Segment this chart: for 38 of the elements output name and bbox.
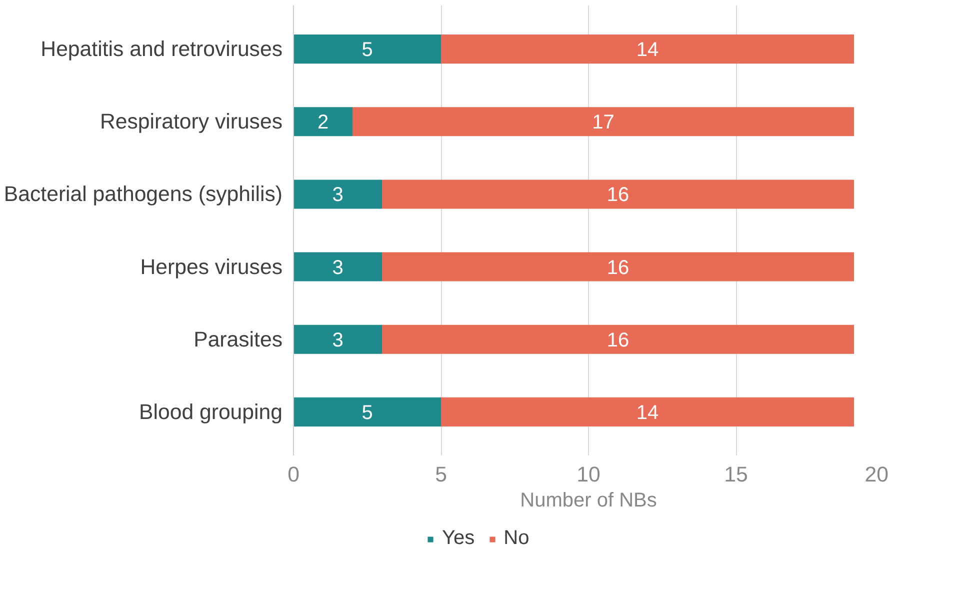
legend-label: No	[504, 527, 530, 550]
bar	[352, 107, 854, 136]
y-tick-label: Hepatitis and retroviruses	[40, 37, 282, 62]
bar	[294, 34, 441, 64]
data-label: 14	[636, 402, 659, 424]
data-label: 17	[592, 112, 614, 134]
bar	[294, 252, 382, 282]
y-tick-label: Respiratory viruses	[100, 110, 283, 134]
bar	[294, 397, 441, 426]
x-tick-label: 0	[288, 462, 300, 486]
data-label: 14	[636, 39, 659, 62]
data-label: 16	[606, 329, 630, 352]
bar	[441, 34, 854, 64]
y-tick-label: Parasites	[194, 327, 282, 352]
y-tick-label: Blood grouping	[139, 400, 283, 424]
data-label: 3	[332, 329, 344, 352]
bar	[294, 180, 382, 209]
data-label: 5	[362, 402, 373, 424]
bar	[382, 252, 854, 282]
data-label: 16	[606, 256, 630, 279]
y-tick-label: Herpes viruses	[140, 254, 283, 279]
data-label: 5	[362, 39, 373, 62]
y-tick-label: Bacterial pathogens (syphilis)	[4, 182, 283, 206]
bar	[382, 180, 854, 209]
bar	[441, 397, 854, 426]
x-tick-label: 20	[864, 462, 889, 486]
data-label: 16	[606, 184, 630, 206]
bar	[294, 107, 352, 136]
x-axis-title: Number of NBs	[520, 490, 657, 512]
data-label: 2	[317, 112, 329, 134]
x-tick-label: 10	[576, 462, 600, 486]
legend-label: Yes	[442, 527, 475, 550]
bar	[382, 324, 854, 354]
x-tick-label: 15	[724, 462, 748, 486]
data-label: 3	[332, 256, 344, 279]
x-tick-label: 5	[435, 462, 447, 486]
bar	[294, 324, 382, 354]
data-label: 3	[332, 184, 344, 206]
